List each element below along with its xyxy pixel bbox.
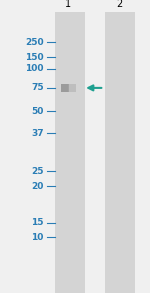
- Text: 250: 250: [25, 38, 44, 47]
- Text: 10: 10: [31, 233, 44, 242]
- Text: 150: 150: [25, 53, 44, 62]
- Bar: [105, 12, 135, 293]
- Text: 75: 75: [31, 84, 44, 92]
- Text: 2: 2: [116, 0, 122, 9]
- Bar: [68, 84, 76, 92]
- Text: 50: 50: [31, 107, 44, 116]
- Text: 25: 25: [31, 167, 44, 176]
- Text: 1: 1: [65, 0, 71, 9]
- Text: 20: 20: [31, 182, 44, 190]
- Text: 100: 100: [25, 64, 44, 73]
- Bar: [55, 12, 85, 293]
- Text: 37: 37: [31, 129, 44, 138]
- Text: 15: 15: [31, 218, 44, 227]
- Bar: [61, 84, 69, 92]
